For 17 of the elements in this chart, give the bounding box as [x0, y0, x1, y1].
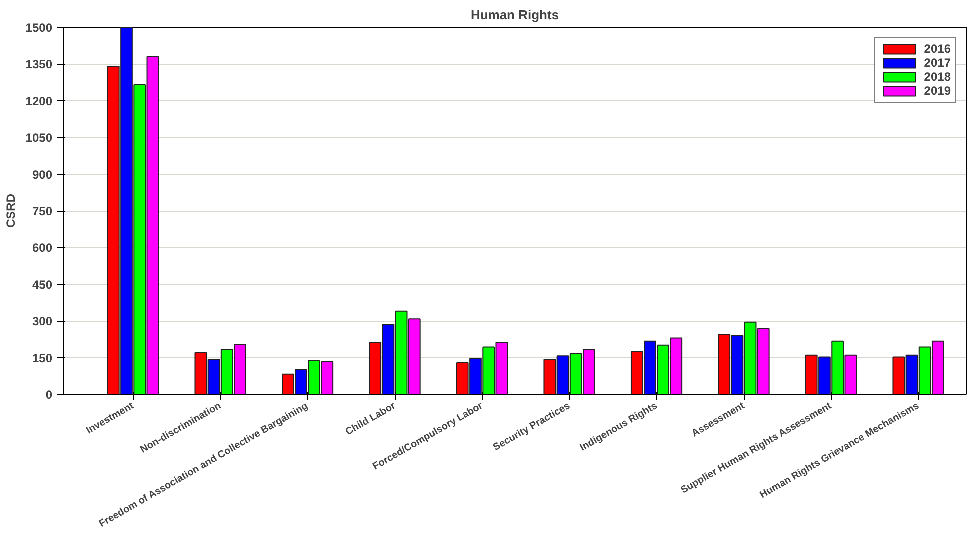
y-tick-label: 600 [32, 241, 53, 256]
y-tick-label: 150 [32, 351, 53, 366]
y-tick-label: 750 [32, 204, 53, 218]
y-tick-label: 1350 [26, 58, 53, 72]
y-tick-label: 900 [32, 168, 53, 182]
y-tick-label: 0 [46, 388, 53, 402]
y-tick-label: 1050 [26, 131, 53, 146]
y-tick-label: 300 [32, 314, 53, 329]
y-tick-label: 1200 [26, 94, 53, 108]
legend-label: 2016 [924, 42, 951, 56]
legend-label: 2019 [924, 84, 951, 98]
chart-title: Human Rights [470, 8, 560, 22]
y-tick-label: 450 [32, 278, 53, 292]
y-tick-label: 1500 [26, 21, 53, 35]
y-axis-title: CSRD [4, 194, 18, 228]
legend-label: 2017 [924, 56, 951, 70]
legend-label: 2018 [924, 70, 951, 84]
